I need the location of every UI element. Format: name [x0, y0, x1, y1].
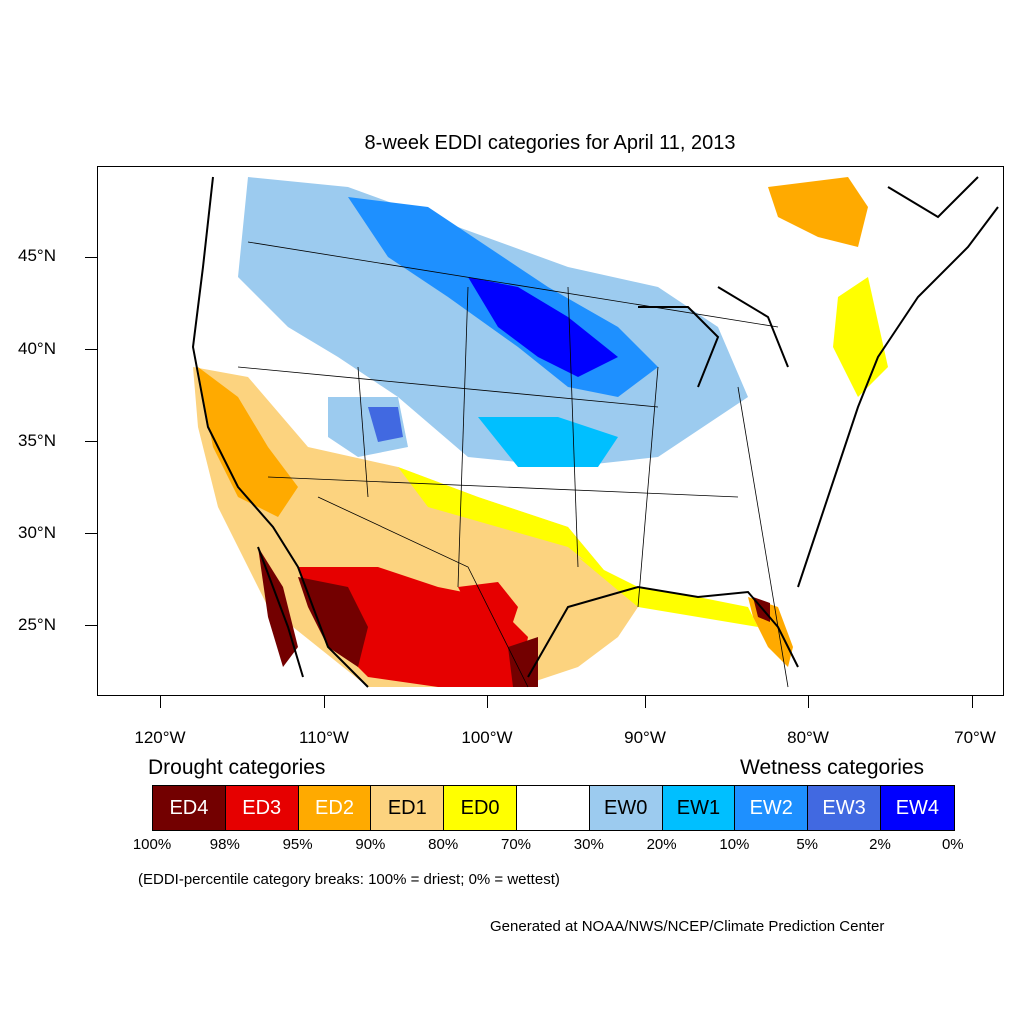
- legend-swatch-ew4: EW4: [880, 786, 954, 830]
- map-canvas: [191, 176, 999, 688]
- legend-colorbar: ED4 ED3 ED2 ED1 ED0 EW0 EW1 EW2 EW3 EW4: [152, 785, 955, 831]
- lon-tick: [160, 696, 161, 708]
- lon-label-120w: 120°W: [134, 728, 186, 747]
- region-ed3-texas: [458, 582, 518, 637]
- drought-heading: Drought categories: [148, 756, 326, 779]
- legend-swatch-ed3: ED3: [225, 786, 299, 830]
- lon-label-70w: 70°W: [954, 728, 996, 747]
- legend-break-label: 80%: [428, 836, 459, 853]
- lon-tick: [972, 696, 973, 708]
- lon-tick: [808, 696, 809, 708]
- lat-tick: [85, 625, 97, 626]
- region-ed0-south: [398, 467, 658, 607]
- map-title: 8-week EDDI categories for April 11, 201…: [364, 132, 736, 154]
- region-ew4-mn: [468, 277, 618, 377]
- region-ew1-central: [478, 417, 618, 467]
- region-ed2-california: [198, 367, 298, 517]
- wetness-heading: Wetness categories: [740, 756, 925, 779]
- legend-break-label: 90%: [355, 836, 386, 853]
- lat-tick: [85, 441, 97, 442]
- legend-break-label: 10%: [719, 836, 750, 853]
- map-frame: [97, 166, 1004, 696]
- lon-tick: [487, 696, 488, 708]
- legend-swatch-ed0: ED0: [444, 786, 517, 830]
- legend-swatch-ed1: ED1: [371, 786, 445, 830]
- region-ed1-southwest: [193, 367, 638, 687]
- legend-swatch-ew3: EW3: [808, 786, 881, 830]
- legend-break-label: 30%: [573, 836, 604, 853]
- lat-label-40n: 40°N: [18, 339, 56, 358]
- lat-tick: [85, 349, 97, 350]
- legend-break-label: 20%: [646, 836, 677, 853]
- lon-label-90w: 90°W: [624, 728, 666, 747]
- region-ed0-quebec: [768, 177, 868, 247]
- lon-tick: [324, 696, 325, 708]
- lat-label-45n: 45°N: [18, 246, 56, 265]
- legend-note: (EDDI-percentile category breaks: 100% =…: [138, 871, 560, 888]
- state-boundaries: [237, 241, 789, 688]
- legend-swatch-ed4: ED4: [153, 786, 226, 830]
- coastline: [191, 176, 999, 688]
- lon-tick: [645, 696, 646, 708]
- lat-label-35n: 35°N: [18, 431, 56, 450]
- legend-break-label: 70%: [500, 836, 532, 853]
- region-ed2-florida: [748, 597, 793, 667]
- legend-swatch-ew0: EW0: [589, 786, 663, 830]
- lat-label-25n: 25°N: [18, 615, 56, 634]
- region-ed4-mexico: [298, 577, 368, 667]
- lat-label-30n: 30°N: [18, 523, 56, 542]
- lon-label-110w: 110°W: [299, 728, 349, 747]
- region-ew3-colorado: [368, 407, 403, 442]
- lat-tick: [85, 533, 97, 534]
- lat-tick: [85, 257, 97, 258]
- legend-break-label: 5%: [796, 836, 819, 853]
- legend-break-label: 95%: [282, 836, 313, 853]
- credit-text: Generated at NOAA/NWS/NCEP/Climate Predi…: [490, 918, 885, 935]
- legend-break-label: 2%: [869, 836, 891, 853]
- lon-label-80w: 80°W: [787, 728, 829, 747]
- region-ed0-northeast: [833, 277, 888, 397]
- legend-swatch-ew1: EW1: [662, 786, 736, 830]
- region-ed4-baja: [258, 547, 298, 667]
- legend-swatch-ew2: EW2: [735, 786, 809, 830]
- lon-label-100w: 100°W: [461, 728, 513, 747]
- legend-break-label: 0%: [941, 836, 964, 853]
- legend-break-label: 98%: [209, 836, 240, 853]
- legend-swatch-neutral: [516, 786, 590, 830]
- legend-swatch-ed2: ED2: [298, 786, 372, 830]
- legend-break-label: 100%: [132, 836, 172, 853]
